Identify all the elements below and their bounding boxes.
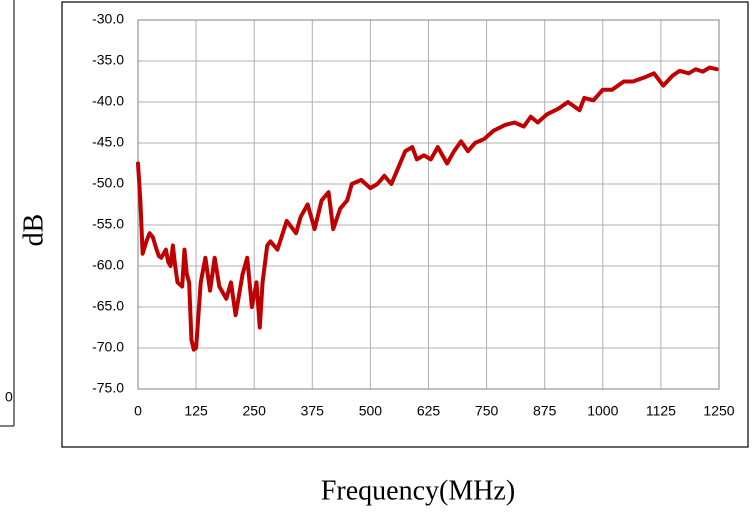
y-tick-label: -50.0: [92, 175, 124, 191]
x-tick-label: 125: [184, 403, 208, 419]
y-tick-label: -40.0: [92, 93, 124, 109]
x-tick-label: 0: [134, 403, 142, 419]
chart-frame: [61, 1, 749, 448]
y-tick-label: -75.0: [92, 380, 124, 396]
data-line: [136, 65, 719, 352]
x-axis-title: Frequency(MHz): [321, 475, 515, 506]
x-tick-label: 375: [301, 403, 325, 419]
plot: -30.0 -35.0 -40.0 -45.0 -50.0 -55.0 -60.0 -65.0…: [92, 11, 735, 419]
x-tick-label: 625: [417, 403, 441, 419]
y-tick-label: -45.0: [92, 134, 124, 150]
y-tick-label: -30.0: [92, 11, 124, 27]
y-tick-label: -35.0: [92, 52, 124, 68]
y-tick-label: -60.0: [92, 257, 124, 273]
x-tick-label: 1250: [703, 403, 734, 419]
x-tick-label: 1000: [587, 403, 618, 419]
x-tick-label: 500: [359, 403, 383, 419]
x-tick-label: 875: [533, 403, 557, 419]
cropped-tick-label: 0: [5, 389, 13, 405]
y-tick-label: -70.0: [92, 339, 124, 355]
x-tick-label: 750: [475, 403, 499, 419]
y-tick-label: -65.0: [92, 298, 124, 314]
plot-border: [137, 19, 720, 390]
x-tick-label: 250: [243, 403, 267, 419]
x-tick-label: 1125: [646, 403, 676, 419]
y-tick-label: -55.0: [92, 216, 124, 232]
y-axis-title: dB: [18, 214, 49, 247]
